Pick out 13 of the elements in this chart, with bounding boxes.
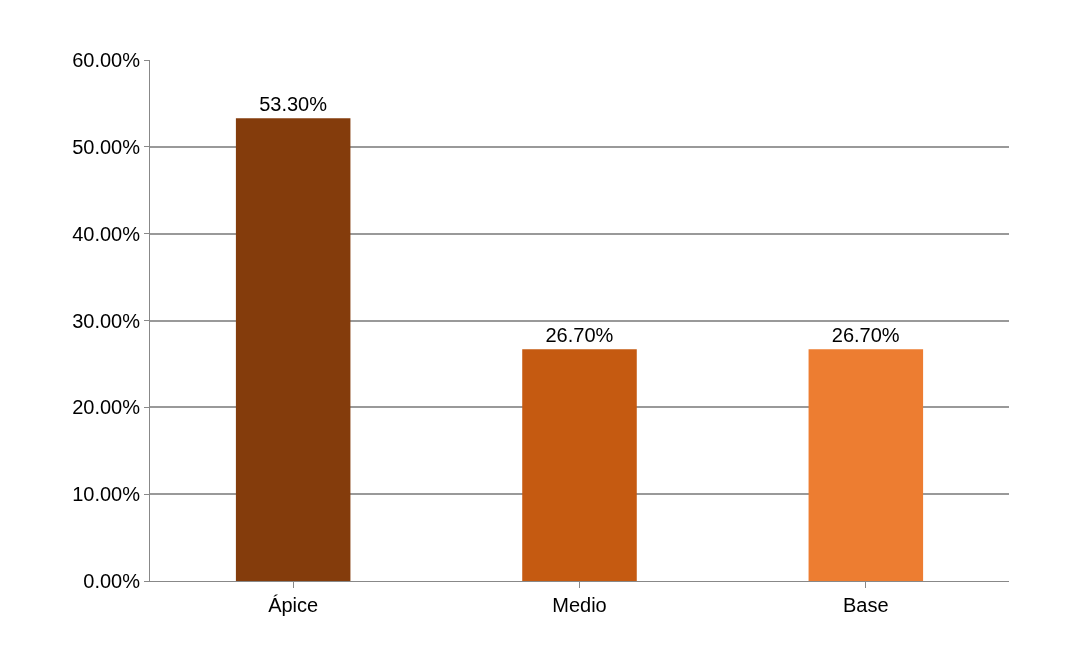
- y-tick-label: 40.00%: [72, 222, 141, 245]
- x-tick-label: Base: [843, 594, 889, 616]
- y-tick-label: 20.00%: [72, 396, 141, 419]
- data-label: 53.30%: [259, 93, 328, 116]
- x-tick-label: Medio: [552, 594, 607, 616]
- data-label: 26.70%: [831, 324, 900, 347]
- y-tick-label: 60.00%: [72, 49, 141, 71]
- data-label: 26.70%: [545, 324, 614, 347]
- y-tick-label: 50.00%: [72, 135, 141, 158]
- y-tick-label: 10.00%: [72, 483, 141, 506]
- y-tick-label: 30.00%: [72, 309, 141, 332]
- y-tick-label: 0.00%: [83, 570, 141, 592]
- x-tick-label: Ápice: [268, 594, 319, 616]
